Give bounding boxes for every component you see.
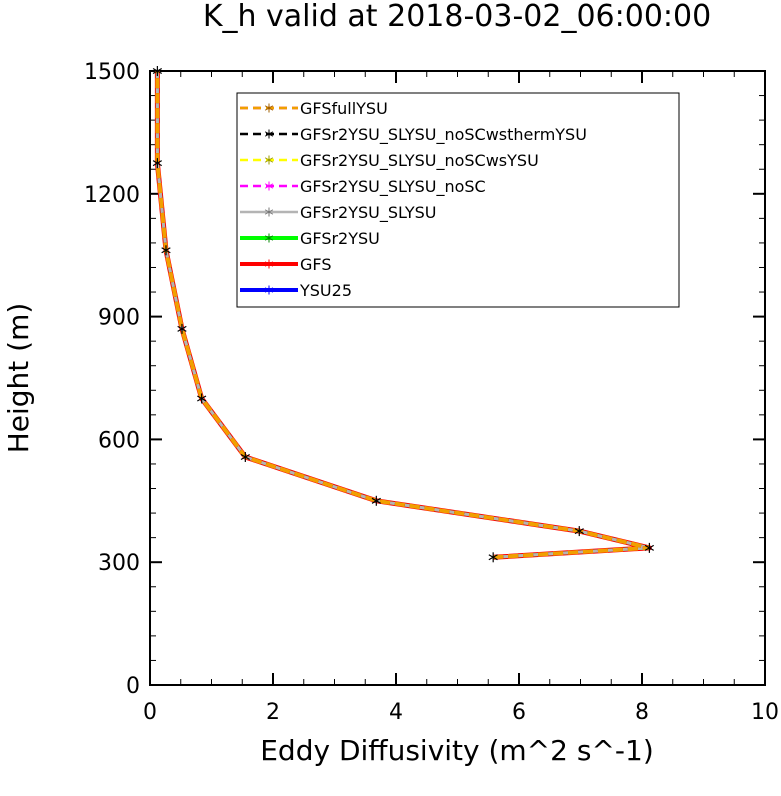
x-tick-label: 4 [389,700,403,725]
legend-label: YSU25 [299,281,352,300]
chart-title: K_h valid at 2018-03-02_06:00:00 [203,0,711,34]
legend-label: GFSr2YSU_SLYSU_noSCwsYSU [300,151,539,171]
y-tick-label: 900 [98,306,140,331]
legend: GFSfullYSU GFSr2YSU_SLYSU_noSCwsthermYSU G… [236,92,680,308]
x-tick-label: 8 [635,700,649,725]
y-tick-label: 300 [98,551,140,576]
legend-marker [264,233,274,243]
series-marker [152,158,163,169]
series-marker [371,495,381,506]
legend-label: GFS [300,255,331,274]
x-tick-label: 6 [512,700,526,725]
y-tick-label: 0 [126,674,140,699]
y-tick-label: 1200 [84,183,140,208]
x-tick-label: 0 [143,700,157,725]
series-marker [574,526,584,537]
series-marker [488,552,498,563]
y-tick-label: 1500 [84,60,140,85]
series-marker [152,66,163,76]
y-axis-title: Height (m) [2,303,35,454]
series-marker [240,452,250,463]
legend-label: GFSr2YSU [300,229,380,248]
legend-label: GFSr2YSU_SLYSU [300,203,436,223]
legend-box [236,92,680,308]
axis-ticks: 0 2 4 6 8 10 0 300 600 900 1200 1500 [84,60,779,725]
y-tick-label: 600 [98,428,140,453]
legend-label: GFSr2YSU_SLYSU_noSCwsthermYSU [300,125,587,145]
legend-marker [264,181,274,191]
legend-label: GFSr2YSU_SLYSU_noSC [300,177,486,197]
legend-marker [264,103,274,113]
x-tick-label: 2 [266,700,280,725]
series-line-overlay [155,71,650,560]
legend-label: GFSfullYSU [300,99,388,118]
legend-marker [264,285,274,295]
legend-marker [264,259,274,269]
x-axis-title: Eddy Diffusivity (m^2 s^-1) [260,734,654,767]
legend-marker [264,129,274,139]
series-marker [644,542,655,553]
series-layer [152,66,655,563]
legend-marker [264,155,274,165]
series-marker [197,393,207,404]
series-marker [177,323,187,334]
series-marker [161,245,171,256]
x-tick-label: 10 [751,700,779,725]
legend-marker [264,207,274,217]
